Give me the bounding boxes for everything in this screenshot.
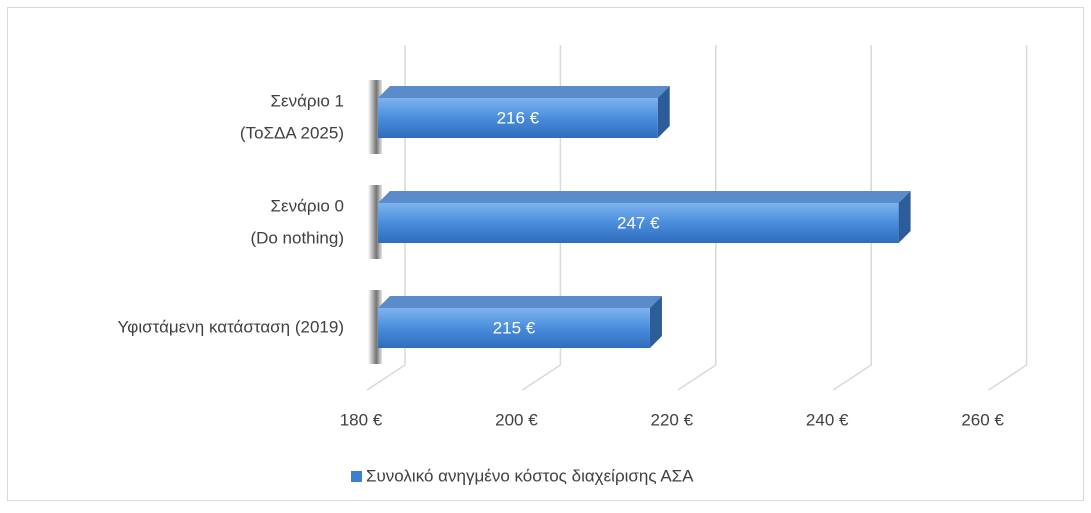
y-tick-label: Σενάριο 1 <box>271 91 345 110</box>
x-tick-label: 180 € <box>340 410 383 429</box>
y-tick-label: Σενάριο 0 <box>271 196 345 215</box>
bar <box>378 308 650 348</box>
bar-top <box>378 191 911 203</box>
bar <box>378 98 658 138</box>
grid-line <box>366 45 406 391</box>
bar-side <box>657 86 670 138</box>
data-label: 216 € <box>497 108 540 127</box>
grid-line <box>677 45 717 391</box>
x-tick-label: 260 € <box>961 410 1004 429</box>
x-tick-label: 200 € <box>495 410 538 429</box>
y-tick-label: (Do nothing) <box>250 228 344 247</box>
legend-swatch <box>351 471 362 482</box>
bar <box>378 203 899 243</box>
data-label: 247 € <box>617 213 660 232</box>
grid-line <box>988 45 1028 391</box>
grid-line <box>521 45 562 391</box>
x-tick-label: 240 € <box>806 410 849 429</box>
bar-top <box>378 86 670 98</box>
x-tick-label: 220 € <box>651 410 694 429</box>
legend-label: Συνολικό ανηγμένο κόστος διαχείρισης ΑΣΑ <box>366 466 694 485</box>
y-tick-label: Υφιστάμενη κατάσταση (2019) <box>118 317 344 336</box>
y-tick-label: (ΤοΣΔΑ 2025) <box>240 123 344 142</box>
bar-side <box>898 191 911 243</box>
bar-top <box>378 296 662 308</box>
grid-line <box>832 45 872 391</box>
data-label: 215 € <box>493 318 536 337</box>
bar-side <box>649 296 662 348</box>
chart-border <box>7 7 1084 501</box>
